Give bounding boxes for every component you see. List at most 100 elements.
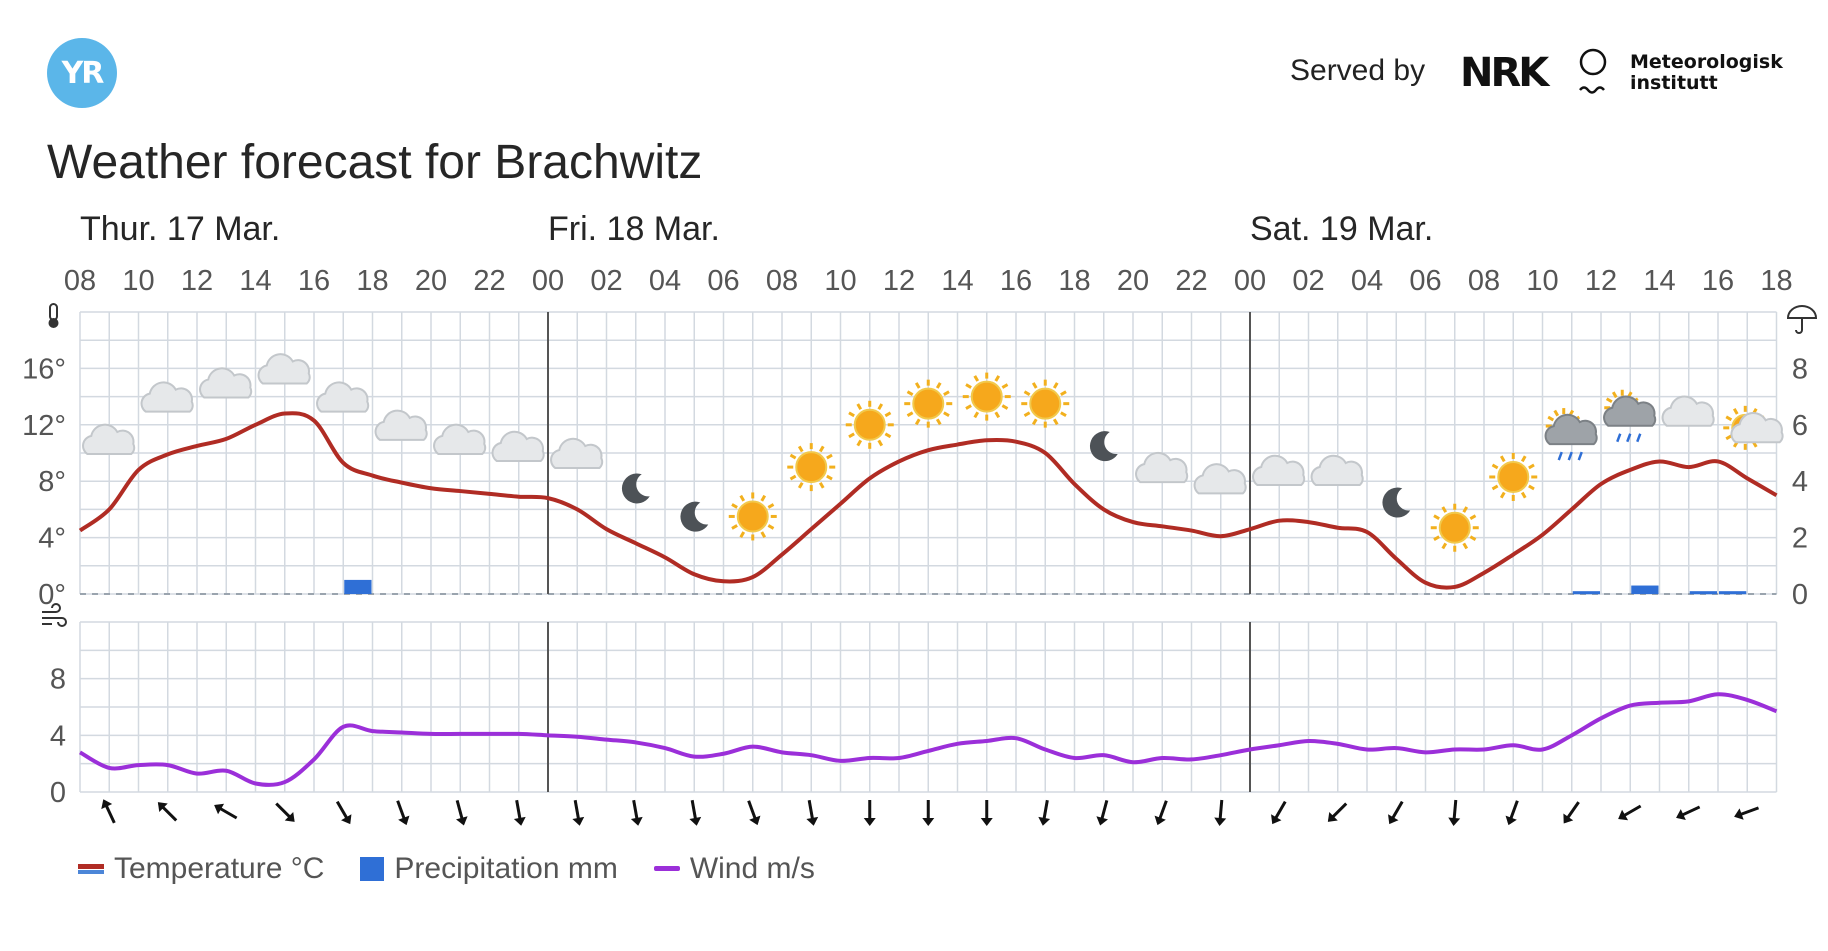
sun-ray xyxy=(965,404,972,410)
legend-wind: Wind m/s xyxy=(653,852,815,886)
temp-tick-label: 12° xyxy=(22,410,66,442)
hour-tick-label: 10 xyxy=(1526,265,1558,297)
day-label: Thur. 17 Mar. xyxy=(80,210,280,248)
wind-arrow-head xyxy=(1327,812,1338,822)
cloud-icon xyxy=(1252,454,1306,486)
hour-tick-label: 08 xyxy=(766,265,798,297)
temperature-line xyxy=(78,411,1778,590)
sun-ray xyxy=(1611,391,1618,399)
cloud-icon xyxy=(550,437,604,470)
sun-ray xyxy=(826,474,833,481)
wind-arrow-head xyxy=(398,815,410,826)
wind-arrow-head xyxy=(980,818,993,826)
wind-arrow-head xyxy=(214,803,225,815)
hour-tick-label: 22 xyxy=(1175,265,1207,297)
sun-ray xyxy=(731,503,738,509)
sun-ray xyxy=(1547,415,1555,422)
wind-direction-arrow xyxy=(806,799,819,826)
wind-arrow-head xyxy=(1154,815,1166,826)
sun-ray xyxy=(973,375,980,382)
wind-arrow-head xyxy=(1563,813,1574,824)
temp-tick-label: 16° xyxy=(22,353,66,385)
nrk-logo[interactable]: NRK xyxy=(1460,50,1549,96)
rain-drop-icon xyxy=(1577,451,1583,461)
sun-ray xyxy=(994,411,1001,419)
wind-arrow-head xyxy=(456,816,468,826)
wind-direction-arrow xyxy=(1154,800,1168,826)
wind-arrow-head xyxy=(513,816,526,826)
wind-arrow-head xyxy=(572,816,585,826)
rain-drop-icon xyxy=(1557,451,1563,461)
sun-ray xyxy=(826,453,833,460)
sun-ray xyxy=(789,474,797,481)
cloud-icon xyxy=(1603,395,1657,427)
wind-arrow-head xyxy=(922,818,935,826)
sun-icon xyxy=(853,408,886,441)
sun-ray xyxy=(731,524,738,530)
wind-line xyxy=(78,692,1778,788)
rain-drop-icon xyxy=(1567,451,1573,461)
sun-ray xyxy=(1553,409,1560,417)
sun-ray xyxy=(943,390,950,396)
wind-tick-label: 8 xyxy=(50,664,66,696)
precip-tick-label: 4 xyxy=(1792,466,1808,498)
hour-tick-label: 10 xyxy=(824,265,856,297)
sun-ray xyxy=(797,445,804,453)
thermometer-icon xyxy=(49,303,58,321)
sun-ray xyxy=(1441,506,1448,513)
sun-ray xyxy=(1520,491,1527,499)
sun-ray xyxy=(767,524,775,530)
met-institute-logo[interactable]: Meteorologisk institutt xyxy=(1630,52,1783,94)
served-by-label: Served by xyxy=(1290,54,1426,87)
wind-direction-arrow xyxy=(1676,805,1701,820)
wind-arrow-head xyxy=(157,802,168,812)
sun-ray xyxy=(739,531,746,538)
wind-arrow-head xyxy=(1096,816,1108,826)
yr-logo[interactable]: YR xyxy=(47,38,117,108)
wind-tick-label: 4 xyxy=(50,720,66,752)
rain-drop-icon xyxy=(1636,433,1642,443)
sun-ray xyxy=(1725,415,1733,422)
chart-legend: Temperature °C Precipitation mm Wind m/s xyxy=(78,852,815,886)
wind-direction-arrow xyxy=(1734,806,1760,820)
sun-ray xyxy=(1052,382,1059,389)
sun-ray xyxy=(1491,484,1499,491)
hour-tick-label: 10 xyxy=(122,265,154,297)
sun-ray xyxy=(1528,484,1535,491)
hour-tick-label: 00 xyxy=(1234,265,1266,297)
wind-direction-arrow xyxy=(863,800,876,826)
cloud-icon xyxy=(1135,451,1189,484)
wind-direction-arrow xyxy=(630,799,643,826)
wind-arrow-head xyxy=(1038,816,1051,826)
wind-direction-arrow xyxy=(1618,804,1642,821)
precip-tick-label: 6 xyxy=(1792,410,1808,442)
rain-drop-icon xyxy=(1626,433,1632,443)
wind-direction-arrow xyxy=(1096,800,1109,826)
hour-tick-label: 16 xyxy=(298,265,330,297)
sun-ray xyxy=(848,411,855,418)
sun-ray xyxy=(1031,382,1038,389)
wind-arrow-head xyxy=(101,799,113,810)
hour-tick-label: 18 xyxy=(1058,265,1090,297)
sun-ray xyxy=(1060,390,1067,396)
wind-direction-arrow xyxy=(1448,799,1461,826)
wind-arrow-head xyxy=(630,816,643,826)
sun-ray xyxy=(856,403,863,410)
sun-ray xyxy=(1060,411,1067,417)
sun-ray xyxy=(935,418,942,426)
wind-direction-arrow xyxy=(101,799,116,824)
wind-arrow-head xyxy=(1734,808,1744,820)
sun-ray xyxy=(906,390,914,396)
rain-drop-icon xyxy=(1616,433,1622,443)
cloud-icon xyxy=(316,381,370,413)
sun-ray xyxy=(1433,514,1440,521)
wind-direction-arrow xyxy=(455,800,468,826)
wind-direction-arrow xyxy=(335,800,352,825)
precip-tick-label: 2 xyxy=(1792,523,1808,555)
day-label: Sat. 19 Mar. xyxy=(1250,210,1433,248)
sun-ray xyxy=(760,531,767,538)
cloud-icon xyxy=(257,353,311,385)
cloud-icon xyxy=(140,381,194,413)
wind-axis-icon xyxy=(42,603,67,627)
cloud-icon xyxy=(1544,413,1598,446)
